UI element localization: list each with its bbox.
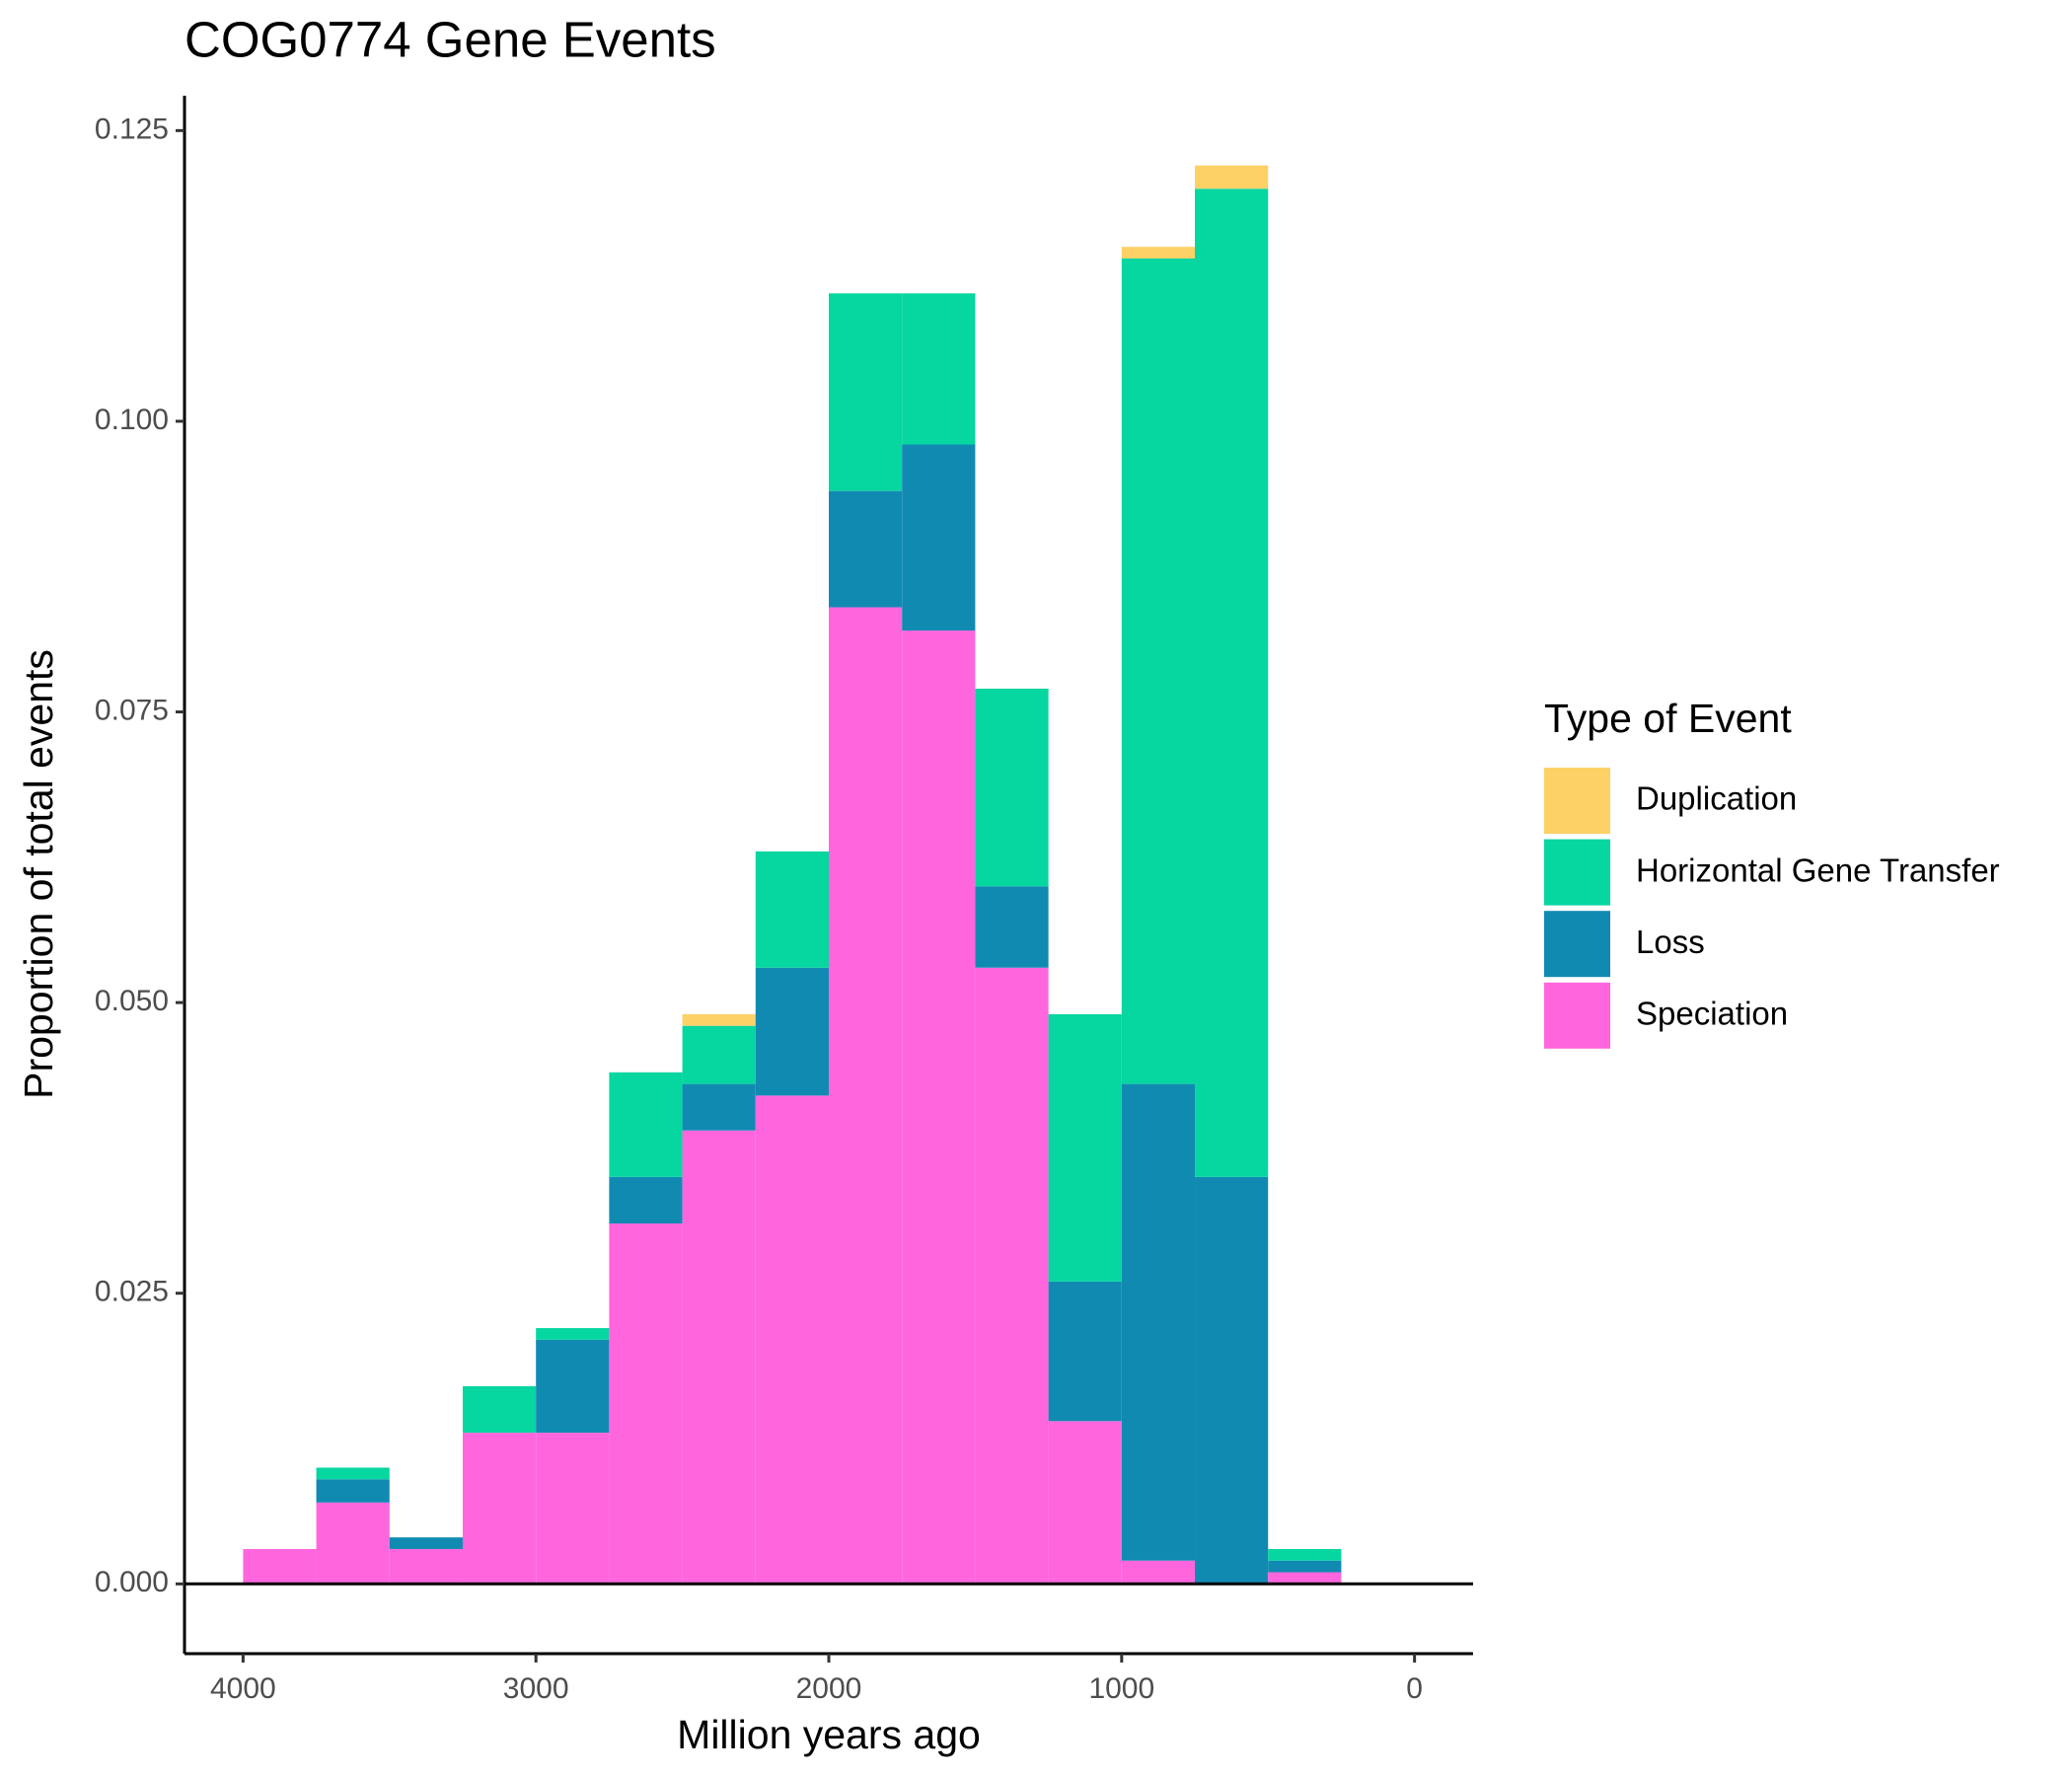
bar	[609, 1223, 683, 1585]
bar	[316, 1479, 390, 1503]
y-tick-label: 0.075	[95, 694, 169, 726]
bar	[829, 293, 903, 491]
bar	[1048, 1421, 1122, 1585]
x-tick-label: 2000	[796, 1672, 862, 1705]
bar	[682, 1013, 756, 1026]
bar	[389, 1548, 463, 1585]
bar	[389, 1537, 463, 1549]
bar	[1121, 1083, 1196, 1561]
legend-label: Duplication	[1636, 780, 1797, 817]
bar	[975, 688, 1049, 887]
legend-key	[1544, 911, 1610, 978]
bar	[609, 1072, 683, 1177]
x-tick-label: 0	[1406, 1672, 1423, 1705]
bar	[682, 1025, 756, 1084]
bar	[1268, 1548, 1342, 1561]
bar	[1268, 1560, 1342, 1573]
bar	[316, 1502, 390, 1585]
bar	[1195, 188, 1269, 1177]
x-tick-label: 4000	[210, 1672, 276, 1705]
legend-key	[1544, 768, 1610, 834]
bar	[536, 1433, 610, 1585]
bar	[755, 967, 829, 1096]
x-axis-label: Million years ago	[677, 1712, 981, 1757]
y-tick-label: 0.000	[95, 1566, 169, 1598]
bar	[902, 444, 976, 631]
y-tick-label: 0.125	[95, 112, 169, 145]
bar	[902, 630, 976, 1585]
legend-label: Loss	[1636, 924, 1705, 960]
y-tick-label: 0.025	[95, 1276, 169, 1308]
bar	[829, 607, 903, 1585]
bar	[1268, 1572, 1342, 1585]
bar	[1048, 1281, 1122, 1422]
legend-title: Type of Event	[1544, 696, 1792, 741]
bar	[1121, 247, 1196, 259]
bar	[609, 1176, 683, 1224]
bar	[1195, 1176, 1269, 1585]
bar	[755, 851, 829, 968]
legend-key	[1544, 982, 1610, 1049]
y-tick-label: 0.100	[95, 404, 169, 436]
legend-key	[1544, 839, 1610, 906]
bar	[975, 886, 1049, 968]
bar	[1195, 165, 1269, 189]
bar	[755, 1095, 829, 1585]
bar	[1121, 258, 1196, 1084]
legend-label: Speciation	[1636, 996, 1788, 1032]
bar	[536, 1339, 610, 1434]
legend-label: Horizontal Gene Transfer	[1636, 851, 2000, 888]
y-tick-label: 0.050	[95, 985, 169, 1017]
bar	[316, 1467, 390, 1480]
bar	[902, 293, 976, 445]
bar	[243, 1548, 317, 1585]
chart-title: COG0774 Gene Events	[185, 11, 716, 67]
y-axis-label: Proportion of total events	[16, 649, 61, 1099]
bar	[829, 490, 903, 608]
x-tick-label: 3000	[503, 1672, 569, 1705]
bar	[1048, 1013, 1122, 1282]
bar	[682, 1083, 756, 1131]
x-tick-label: 1000	[1088, 1672, 1154, 1705]
bar	[462, 1385, 537, 1434]
bar	[682, 1130, 756, 1585]
bar	[536, 1328, 610, 1340]
bar	[462, 1433, 537, 1585]
bar	[1121, 1560, 1196, 1585]
bar	[975, 967, 1049, 1585]
